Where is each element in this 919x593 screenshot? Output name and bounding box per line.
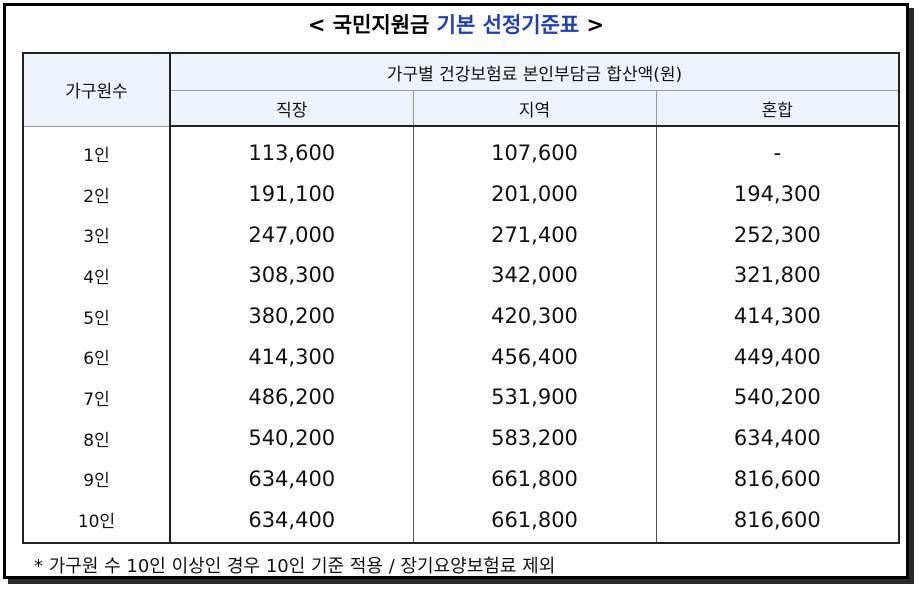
cell-regional: 583,200 (413, 417, 657, 459)
cell-mixed: 194,300 (656, 173, 901, 215)
row-household-size: 3인 (22, 214, 171, 256)
table-row: 7인 486,200 531,900 540,200 (22, 377, 901, 418)
cell-mixed: 816,600 (656, 499, 901, 544)
document-frame: < 국민지원금 기본 선정기준표 > 가구원수 가구별 건강보험료 본인부담금 … (3, 3, 909, 579)
cell-mixed: 414,300 (656, 295, 901, 337)
cell-regional: 107,600 (413, 126, 657, 174)
cell-mixed: 252,300 (656, 214, 901, 256)
table-row: 1인 113,600 107,600- (22, 126, 901, 174)
header-household-size: 가구원수 (22, 52, 171, 127)
table-row: 2인 191,100 201,000 194,300 (22, 173, 901, 215)
cell-regional: 420,300 (413, 295, 657, 337)
cell-workplace: 308,300 (170, 255, 414, 296)
header-column-workplace: 직장 (169, 90, 414, 127)
cell-regional: 661,800 (413, 499, 657, 544)
row-household-size: 9인 (22, 458, 171, 500)
row-household-size: 4인 (22, 255, 171, 296)
row-household-size: 1인 (22, 126, 171, 174)
table-row: 10인 634,400 661,800 816,600 (22, 499, 901, 544)
row-household-size: 6인 (22, 336, 171, 378)
cell-workplace: 380,200 (170, 295, 414, 337)
table-row: 8인 540,200 583,200 634,400 (22, 417, 901, 459)
row-household-size: 7인 (22, 377, 171, 418)
cell-workplace: 113,600 (170, 126, 414, 174)
cell-mixed: 449,400 (656, 336, 901, 378)
footnote: * 가구원 수 10인 이상인 경우 10인 기준 적용 / 장기요양보험료 제… (34, 556, 556, 577)
cell-workplace: 486,200 (170, 377, 414, 418)
cell-mixed: - (656, 126, 901, 174)
table-row: 6인 414,300 456,400 449,400 (22, 336, 901, 378)
table-row: 3인 247,000 271,400 252,300 (22, 214, 901, 256)
cell-regional: 201,000 (413, 173, 657, 215)
cell-workplace: 540,200 (170, 417, 414, 459)
header-column-regional: 지역 (412, 90, 657, 127)
row-household-size: 10인 (22, 499, 171, 544)
table-body: 1인 113,600 107,600-2인 191,100 201,000 194,300… (22, 126, 901, 544)
cell-mixed: 816,600 (656, 458, 901, 500)
cell-workplace: 414,300 (170, 336, 414, 378)
cell-mixed: 321,800 (656, 255, 901, 296)
cell-workplace: 634,400 (170, 499, 414, 544)
cell-workplace: 247,000 (170, 214, 414, 256)
cell-regional: 271,400 (413, 214, 657, 256)
row-household-size: 2인 (22, 173, 171, 215)
row-household-size: 8인 (22, 417, 171, 459)
cell-mixed: 634,400 (656, 417, 901, 459)
header-premium-total: 가구별 건강보험료 본인부담금 합산액(원) (169, 52, 901, 91)
cell-regional: 342,000 (413, 255, 657, 296)
cell-regional: 661,800 (413, 458, 657, 500)
title-prefix: < 국민지원금 (307, 13, 437, 37)
page-title: < 국민지원금 기본 선정기준표 > (6, 10, 906, 40)
cell-regional: 531,900 (413, 377, 657, 418)
cell-workplace: 634,400 (170, 458, 414, 500)
criteria-table: 가구원수 가구별 건강보험료 본인부담금 합산액(원) 직장 지역 혼합 1인 1… (22, 52, 901, 544)
header-column-mixed: 혼합 (655, 90, 901, 127)
title-accent: 기본 선정기준표 (436, 13, 580, 37)
row-household-size: 5인 (22, 295, 171, 337)
cell-mixed: 540,200 (656, 377, 901, 418)
table-row: 9인 634,400 661,800 816,600 (22, 458, 901, 500)
table-row: 5인 380,200 420,300 414,300 (22, 295, 901, 337)
table-row: 4인 308,300 342,000 321,800 (22, 255, 901, 296)
cell-regional: 456,400 (413, 336, 657, 378)
cell-workplace: 191,100 (170, 173, 414, 215)
title-suffix: > (579, 13, 605, 37)
